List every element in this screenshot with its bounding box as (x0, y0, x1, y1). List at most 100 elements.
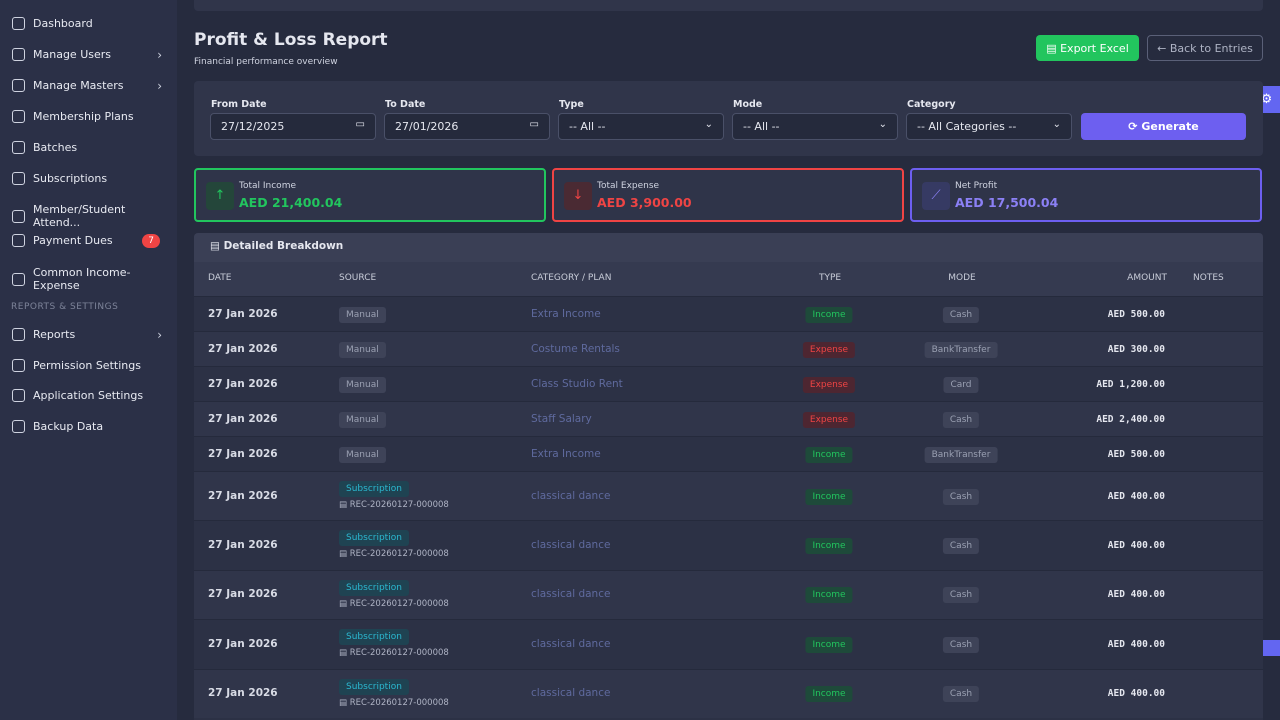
type-select[interactable]: -- All --⌄ (558, 113, 724, 140)
card-icon: ↑ (206, 182, 234, 210)
table-title-text: Detailed Breakdown (224, 240, 344, 252)
nav-icon (12, 17, 25, 30)
chevron: › (157, 79, 162, 93)
nav-icon (12, 172, 25, 185)
card-label: Net Profit (955, 181, 997, 191)
nav-label: Member/Student Attend... (33, 203, 162, 229)
receipt-number: REC-20260127-000008 (350, 648, 449, 658)
category-cell: classical dance (531, 539, 610, 551)
nav-item[interactable]: Permission Settings (12, 359, 162, 372)
filter-label: From Date (211, 99, 267, 110)
receipt-ref: ▤ REC-20260127-000008 (339, 599, 449, 609)
mode-select[interactable]: -- All --⌄ (732, 113, 898, 140)
nav-label: Membership Plans (33, 110, 134, 123)
type-badge: Expense (803, 412, 855, 428)
column-header: DATE (208, 273, 231, 283)
nav-item[interactable]: Backup Data (12, 420, 162, 433)
receipt-ref: ▤ REC-20260127-000008 (339, 549, 449, 559)
calendar-icon: ▭ (356, 119, 365, 130)
nav-label: Manage Users (33, 48, 111, 61)
chevron: › (157, 48, 162, 62)
expense-card: ↓ Total Expense AED 3,900.00 (552, 168, 904, 222)
card-label: Total Expense (597, 181, 659, 191)
mode-badge: Cash (943, 489, 979, 505)
source-badge: Subscription (339, 580, 409, 596)
source-badge: Manual (339, 412, 386, 428)
source-badge: Manual (339, 447, 386, 463)
profit-card: ⟋Net ProfitAED 17,500.04 (910, 168, 1262, 222)
table-row: 27 Jan 2026Subscription▤ REC-20260127-00… (194, 669, 1263, 718)
nav-item[interactable]: Application Settings (12, 389, 162, 402)
category-cell: classical dance (531, 638, 610, 650)
date-cell: 27 Jan 2026 (208, 308, 278, 320)
nav-label: Backup Data (33, 420, 103, 433)
generate-button[interactable]: ⟳ Generate (1081, 113, 1246, 140)
nav-item[interactable]: Dashboard (12, 17, 162, 30)
chevron: › (157, 328, 162, 342)
date-cell: 27 Jan 2026 (208, 448, 278, 460)
back-button[interactable]: ← Back to Entries (1147, 35, 1263, 61)
to-date[interactable]: 27/01/2026▭ (384, 113, 550, 140)
mode-badge: Cash (943, 686, 979, 702)
column-header: CATEGORY / PLAN (531, 273, 611, 283)
type-badge: Income (805, 587, 852, 603)
type-badge: Income (805, 489, 852, 505)
nav-item[interactable]: Common Income-Expense (12, 266, 162, 292)
nav-icon (12, 328, 25, 341)
category-cell: Costume Rentals (531, 343, 620, 355)
nav-label: Batches (33, 141, 77, 154)
category-select[interactable]: -- All Categories --⌄ (906, 113, 1072, 140)
column-header: TYPE (819, 273, 841, 283)
table-row: 27 Jan 2026ManualClass Studio RentExpens… (194, 366, 1263, 401)
filter-label: To Date (385, 99, 425, 110)
mode-badge: Cash (943, 307, 979, 323)
amount-cell: AED 1,200.00 (1096, 379, 1165, 390)
category-cell: classical dance (531, 490, 610, 502)
breakdown-table: ▤ Detailed Breakdown DATESOURCECATEGORY … (194, 233, 1263, 720)
date-cell: 27 Jan 2026 (208, 343, 278, 355)
nav-item[interactable]: Manage Masters › (12, 79, 162, 92)
input-value: 27/12/2025 (221, 120, 284, 133)
table-row: 27 Jan 2026ManualExtra IncomeIncomeBankT… (194, 436, 1263, 471)
nav-item[interactable]: Member/Student Attend... (12, 203, 162, 229)
card-value: AED 3,900.00 (597, 195, 692, 210)
generate-label: Generate (1141, 120, 1198, 133)
amount-cell: AED 400.00 (1108, 639, 1165, 650)
table-row: 27 Jan 2026Subscription▤ REC-20260127-00… (194, 520, 1263, 569)
nav-label: Manage Masters (33, 79, 124, 92)
nav-item[interactable]: Subscriptions (12, 172, 162, 185)
category-cell: Extra Income (531, 308, 601, 320)
column-header: SOURCE (339, 273, 376, 283)
table-row: 27 Jan 2026Subscription▤ REC-20260127-00… (194, 471, 1263, 520)
from-date[interactable]: 27/12/2025 ▭ (210, 113, 376, 140)
nav-item[interactable]: Membership Plans (12, 110, 162, 123)
nav-item[interactable]: Reports› (12, 328, 162, 341)
receipt-number: REC-20260127-000008 (350, 500, 449, 510)
topbar (194, 0, 1263, 11)
type-badge: Income (805, 307, 852, 323)
mode-badge: Cash (943, 412, 979, 428)
chevron: ⌄ (879, 119, 887, 130)
export-button[interactable]: ▤ Export Excel (1036, 35, 1139, 61)
mode-badge: BankTransfer (925, 342, 998, 358)
date-cell: 27 Jan 2026 (208, 539, 278, 551)
nav-icon (12, 359, 25, 372)
receipt-number: REC-20260127-000008 (350, 698, 449, 708)
type-badge: Income (805, 686, 852, 702)
date-cell: 27 Jan 2026 (208, 687, 278, 699)
page-title: Profit & Loss Report (194, 30, 388, 50)
nav-item[interactable]: Payment Dues7 (12, 234, 162, 247)
nav-item[interactable]: Manage Users › (12, 48, 162, 61)
category-cell: classical dance (531, 588, 610, 600)
mode-badge: Cash (943, 538, 979, 554)
table-row: 27 Jan 2026Subscription▤ REC-20260127-00… (194, 570, 1263, 619)
amount-cell: AED 500.00 (1108, 449, 1165, 460)
table-title-bar (194, 233, 1263, 262)
nav-item[interactable]: Batches (12, 141, 162, 154)
column-header: NOTES (1193, 273, 1224, 283)
amount-cell: AED 2,400.00 (1096, 414, 1165, 425)
type-badge: Expense (803, 377, 855, 393)
nav-label: Subscriptions (33, 172, 107, 185)
card-icon: ↓ (564, 182, 592, 210)
amount-cell: AED 400.00 (1108, 688, 1165, 699)
